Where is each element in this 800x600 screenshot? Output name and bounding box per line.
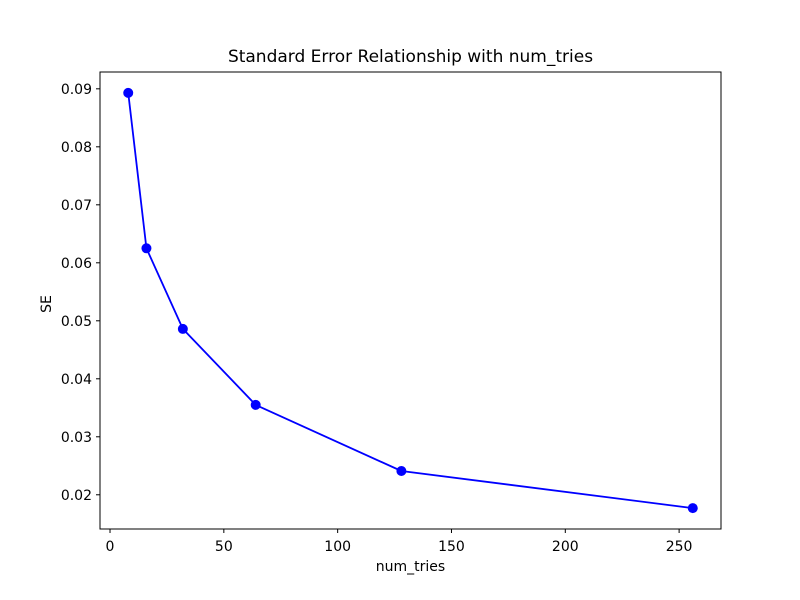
y-tick-label: 0.09 [61, 82, 92, 98]
x-tick-label: 50 [215, 539, 233, 555]
y-axis: 0.02 0.03 0.04 0.05 0.06 0.07 0.08 0.09 [61, 82, 100, 504]
se-line-series [127, 91, 694, 510]
chart-title: Standard Error Relationship with num_tri… [227, 47, 594, 67]
data-point [250, 399, 261, 410]
y-tick-label: 0.07 [61, 198, 92, 214]
data-point-markers [123, 87, 698, 514]
y-tick-label: 0.02 [61, 488, 92, 504]
y-tick-label: 0.03 [61, 430, 92, 446]
x-tick-label: 150 [438, 539, 465, 555]
data-point [177, 323, 188, 334]
x-tick-label: 200 [552, 539, 579, 555]
plot-area [99, 71, 722, 530]
x-tick-label: 250 [666, 539, 693, 555]
data-point [141, 243, 152, 254]
y-tick-label: 0.08 [61, 140, 92, 156]
y-tick-label: 0.04 [61, 372, 92, 388]
data-point [687, 503, 698, 514]
data-point [396, 466, 407, 477]
x-tick-label: 0 [106, 539, 115, 555]
x-tick-label: 100 [324, 539, 351, 555]
y-axis-label-text: SE [39, 295, 55, 313]
x-axis: 0 50 100 150 200 250 [106, 529, 693, 555]
x-axis-label: num_tries [375, 559, 446, 575]
y-tick-label: 0.06 [61, 256, 92, 272]
data-point [123, 87, 134, 98]
y-tick-label: 0.05 [61, 314, 92, 330]
